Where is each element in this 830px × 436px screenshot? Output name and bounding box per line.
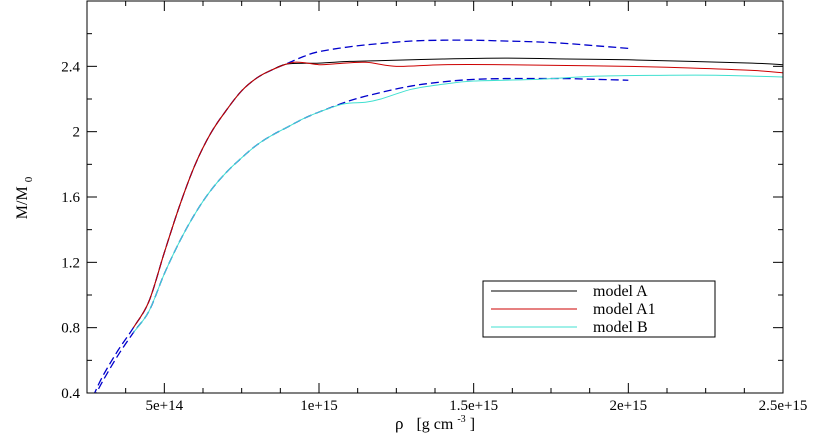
x-tick-label: 5e+14 xyxy=(146,398,184,414)
y-tick-label: 2 xyxy=(73,125,81,141)
y-axis-title: M/M 0 xyxy=(14,176,35,219)
legend-label-model-A1: model A1 xyxy=(593,301,656,318)
x-axis-unit: [g cm xyxy=(416,416,453,433)
y-tick-label: 2.4 xyxy=(61,59,80,75)
x-tick-label: 1e+15 xyxy=(300,398,338,414)
tick-layer xyxy=(87,1,784,394)
y-axis-subscript: 0 xyxy=(23,176,35,182)
x-axis-title: ρ [g cm -3 ] xyxy=(395,409,475,433)
y-tick-label: 0.4 xyxy=(61,386,80,402)
tick-label-layer: 5e+14 1e+15 1.5e+15 2e+15 2.5e+15 0.4 0.8 1.2 1.… xyxy=(61,59,807,414)
legend-label-model-A: model A xyxy=(593,283,648,300)
legend-label-model-B: model B xyxy=(593,319,648,336)
x-tick-label: 1.5e+15 xyxy=(449,398,498,414)
y-tick-label: 1.6 xyxy=(61,190,80,206)
x-tick-label: 2.5e+15 xyxy=(759,398,808,414)
series-line-model-A1 xyxy=(132,61,783,328)
x-axis-unit-close: ] xyxy=(470,416,475,433)
x-tick-label: 2e+15 xyxy=(610,398,648,414)
x-axis-unit-exponent: -3 xyxy=(457,414,465,425)
y-tick-label: 0.8 xyxy=(61,321,80,337)
series-line-model-B xyxy=(132,74,783,333)
series-layer xyxy=(93,39,783,393)
y-axis-symbol: M/M xyxy=(14,186,31,219)
x-axis-symbol: ρ xyxy=(395,414,403,433)
y-tick-label: 1.2 xyxy=(61,255,80,271)
